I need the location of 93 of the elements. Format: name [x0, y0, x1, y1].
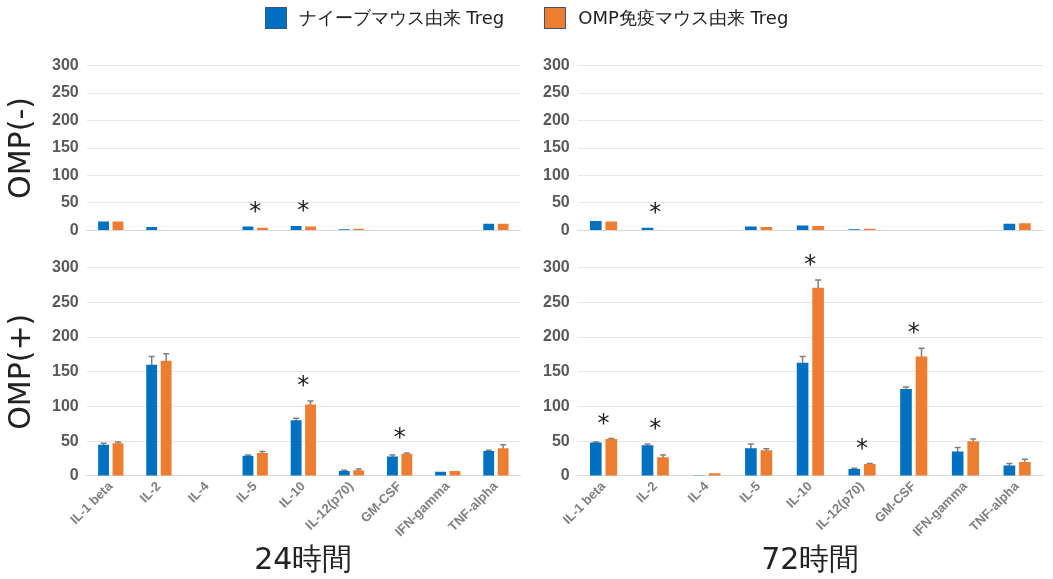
bar — [257, 227, 268, 230]
annotation: * — [907, 318, 920, 347]
bar — [863, 464, 876, 476]
y-tick-label: 0 — [560, 466, 570, 484]
bar — [1003, 223, 1016, 230]
bar — [796, 225, 809, 230]
x-tick-label: IL-4 — [184, 477, 213, 506]
bar — [1003, 465, 1016, 476]
y-tick-label: 50 — [60, 431, 79, 449]
y-tick-label: 150 — [51, 362, 79, 380]
annotation: * — [297, 196, 310, 225]
bar — [589, 442, 602, 476]
bar — [848, 468, 861, 476]
bar — [497, 223, 509, 230]
bar — [98, 221, 109, 230]
bar — [290, 226, 302, 230]
bar — [657, 457, 669, 476]
bar — [796, 362, 809, 476]
bar — [1019, 223, 1031, 230]
y-tick-label: 250 — [542, 292, 570, 310]
bar — [812, 287, 824, 476]
y-axis-title: OMP(+) — [1, 313, 37, 430]
y-tick-label: 50 — [551, 193, 570, 211]
bar — [605, 221, 618, 230]
y-tick-label: 100 — [51, 396, 79, 414]
bar — [112, 443, 124, 476]
bar — [745, 226, 757, 230]
y-tick-label: 0 — [560, 220, 570, 238]
annotation: * — [804, 250, 817, 279]
bar — [967, 441, 980, 476]
bar — [483, 223, 495, 230]
y-tick-label: 0 — [69, 466, 79, 484]
bar — [146, 364, 158, 476]
bar — [257, 453, 268, 476]
bar — [1019, 462, 1031, 476]
annotation: * — [649, 414, 662, 443]
bar — [745, 448, 757, 476]
x-tick-label: IL-4 — [684, 477, 713, 506]
bar — [708, 473, 721, 476]
x-tick-label: IL-2 — [632, 478, 660, 506]
legend-label: ナイーブマウス由来 Treg — [298, 6, 505, 30]
bar — [641, 445, 654, 476]
bar — [812, 226, 824, 230]
x-tick-label: IL-5 — [232, 478, 260, 506]
x-tick-label: IL-2 — [136, 478, 164, 506]
bar — [951, 451, 964, 476]
x-axis-title: 72時間 — [761, 540, 860, 576]
y-tick-label: 200 — [51, 110, 79, 128]
bar — [146, 227, 158, 230]
y-axis-title: OMP(-) — [1, 97, 37, 199]
annotation: * — [649, 197, 662, 226]
y-tick-label: 100 — [51, 165, 79, 183]
bar — [760, 450, 773, 476]
annotation: * — [249, 196, 262, 225]
bar — [305, 226, 316, 230]
y-tick-label: 200 — [542, 110, 570, 128]
bar — [290, 420, 302, 476]
annotation: * — [297, 371, 310, 400]
bar — [497, 448, 509, 476]
y-tick-label: 250 — [542, 83, 570, 101]
y-tick-label: 0 — [69, 220, 79, 238]
x-tick-label: IL-5 — [736, 478, 764, 506]
bar — [98, 444, 109, 476]
bar — [605, 439, 618, 476]
bar — [160, 360, 172, 476]
y-tick-label: 50 — [551, 431, 570, 449]
y-tick-label: 150 — [542, 138, 570, 156]
annotation: * — [856, 433, 869, 462]
y-tick-label: 200 — [542, 327, 570, 345]
y-tick-label: 150 — [542, 362, 570, 380]
y-tick-label: 300 — [51, 56, 79, 74]
bar — [305, 404, 316, 476]
y-tick-label: 300 — [542, 258, 570, 276]
bar — [900, 389, 912, 476]
bar — [589, 221, 602, 230]
bar — [483, 450, 495, 476]
y-tick-label: 250 — [51, 83, 79, 101]
y-tick-label: 300 — [542, 56, 570, 74]
annotation: * — [393, 423, 406, 452]
y-tick-label: 200 — [51, 327, 79, 345]
bar — [915, 356, 928, 476]
y-tick-label: 300 — [51, 258, 79, 276]
bar — [760, 227, 773, 230]
y-tick-label: 150 — [51, 138, 79, 156]
y-tick-label: 50 — [60, 193, 79, 211]
x-axis-title: 24時間 — [254, 540, 353, 576]
y-tick-label: 100 — [542, 165, 570, 183]
y-tick-label: 250 — [51, 292, 79, 310]
bar — [401, 453, 413, 476]
legend-label: OMP免疫マウス由来 Treg — [578, 6, 789, 30]
annotation: * — [597, 408, 610, 437]
bar — [387, 456, 398, 476]
y-tick-label: 100 — [542, 396, 570, 414]
